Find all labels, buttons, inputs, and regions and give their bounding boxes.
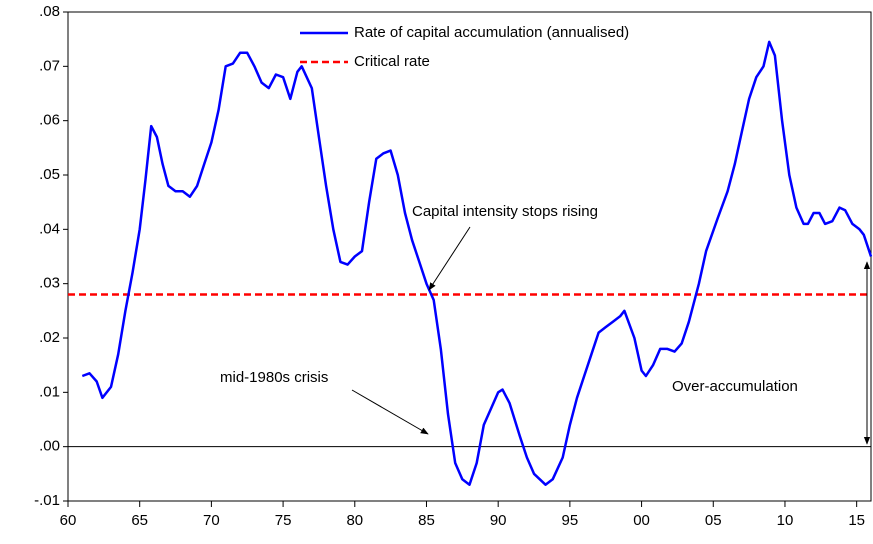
y-tick-label: .02 xyxy=(39,329,60,346)
x-tick-label: 70 xyxy=(203,512,220,529)
annotation: mid-1980s crisis xyxy=(220,369,328,386)
legend-label: Rate of capital accumulation (annualised… xyxy=(354,24,629,41)
y-tick-label: .06 xyxy=(39,112,60,129)
x-tick-label: 95 xyxy=(562,512,579,529)
x-tick-label: 05 xyxy=(705,512,722,529)
x-tick-label: 90 xyxy=(490,512,507,529)
y-tick-label: .03 xyxy=(39,275,60,292)
legend-label: Critical rate xyxy=(354,53,430,70)
x-tick-label: 15 xyxy=(848,512,865,529)
x-tick-label: 85 xyxy=(418,512,435,529)
annotation-arrow xyxy=(351,389,429,435)
annotation: Capital intensity stops rising xyxy=(412,203,598,220)
y-tick-label: .08 xyxy=(39,3,60,20)
x-tick-label: 80 xyxy=(346,512,363,529)
y-tick-label: .01 xyxy=(39,383,60,400)
plot-frame xyxy=(67,11,872,502)
annotation: Over-accumulation xyxy=(672,378,798,395)
y-tick-label: .00 xyxy=(39,438,60,455)
y-tick-label: .05 xyxy=(39,166,60,183)
data-line xyxy=(81,40,873,486)
y-tick-label: .04 xyxy=(39,220,60,237)
x-tick-label: 65 xyxy=(131,512,148,529)
y-tick-label: -.01 xyxy=(34,492,60,509)
x-tick-label: 10 xyxy=(777,512,794,529)
x-tick-label: 60 xyxy=(60,512,77,529)
annotation-arrow xyxy=(428,226,471,291)
y-tick-label: .07 xyxy=(39,57,60,74)
x-tick-label: 75 xyxy=(275,512,292,529)
x-tick-label: 00 xyxy=(633,512,650,529)
